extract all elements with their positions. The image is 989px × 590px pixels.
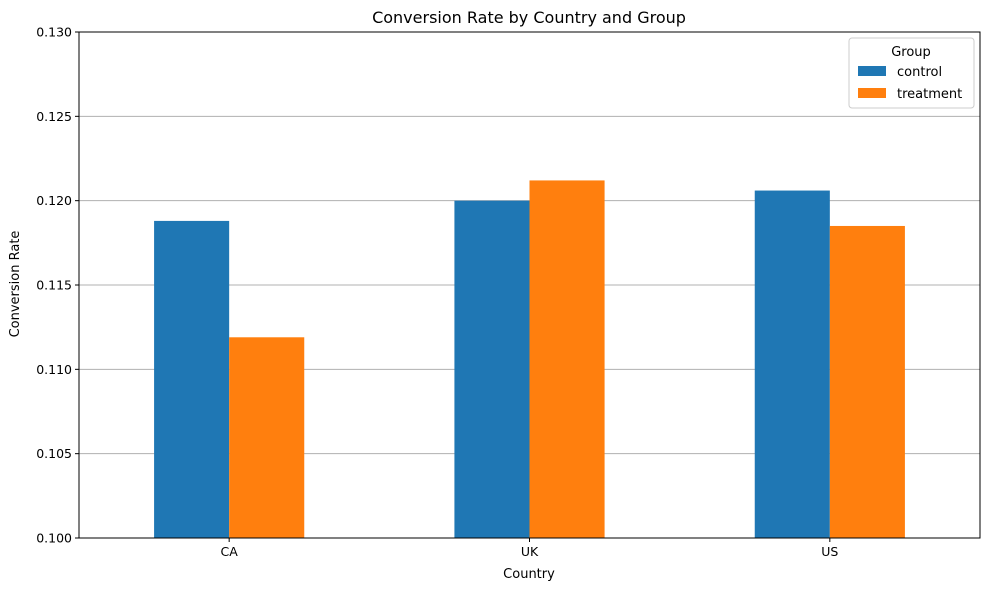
x-tick-label: CA [221,544,239,559]
x-tick-label: US [821,544,838,559]
bar-treatment-us [829,225,905,538]
y-tick-label: 0.105 [36,446,72,461]
bar-control-uk [454,200,530,538]
y-tick-label: 0.110 [36,362,72,377]
bars [154,180,905,538]
y-tick-label: 0.115 [36,278,72,293]
bar-treatment-ca [229,337,305,538]
y-tick-label: 0.100 [36,531,72,546]
bar-control-us [754,190,830,538]
x-axis: CA UK US [221,538,838,559]
legend-swatch-control [858,66,886,76]
y-tick-label: 0.125 [36,109,72,124]
legend-swatch-treatment [858,88,886,98]
x-axis-label: Country [503,567,555,582]
y-tick-label: 0.120 [36,193,72,208]
legend: Group control treatment [848,37,975,109]
chart-title: Conversion Rate by Country and Group [372,8,686,27]
legend-label-control: control [897,65,942,80]
x-tick-label: UK [521,544,539,559]
y-axis-label: Conversion Rate [8,231,23,338]
bar-control-ca [154,220,230,538]
y-axis: 0.100 0.105 0.110 0.115 0.120 0.125 0.130 [36,25,79,546]
legend-title: Group [891,45,931,60]
y-tick-label: 0.130 [36,25,72,40]
bar-treatment-uk [529,180,605,538]
legend-label-treatment: treatment [897,87,962,102]
